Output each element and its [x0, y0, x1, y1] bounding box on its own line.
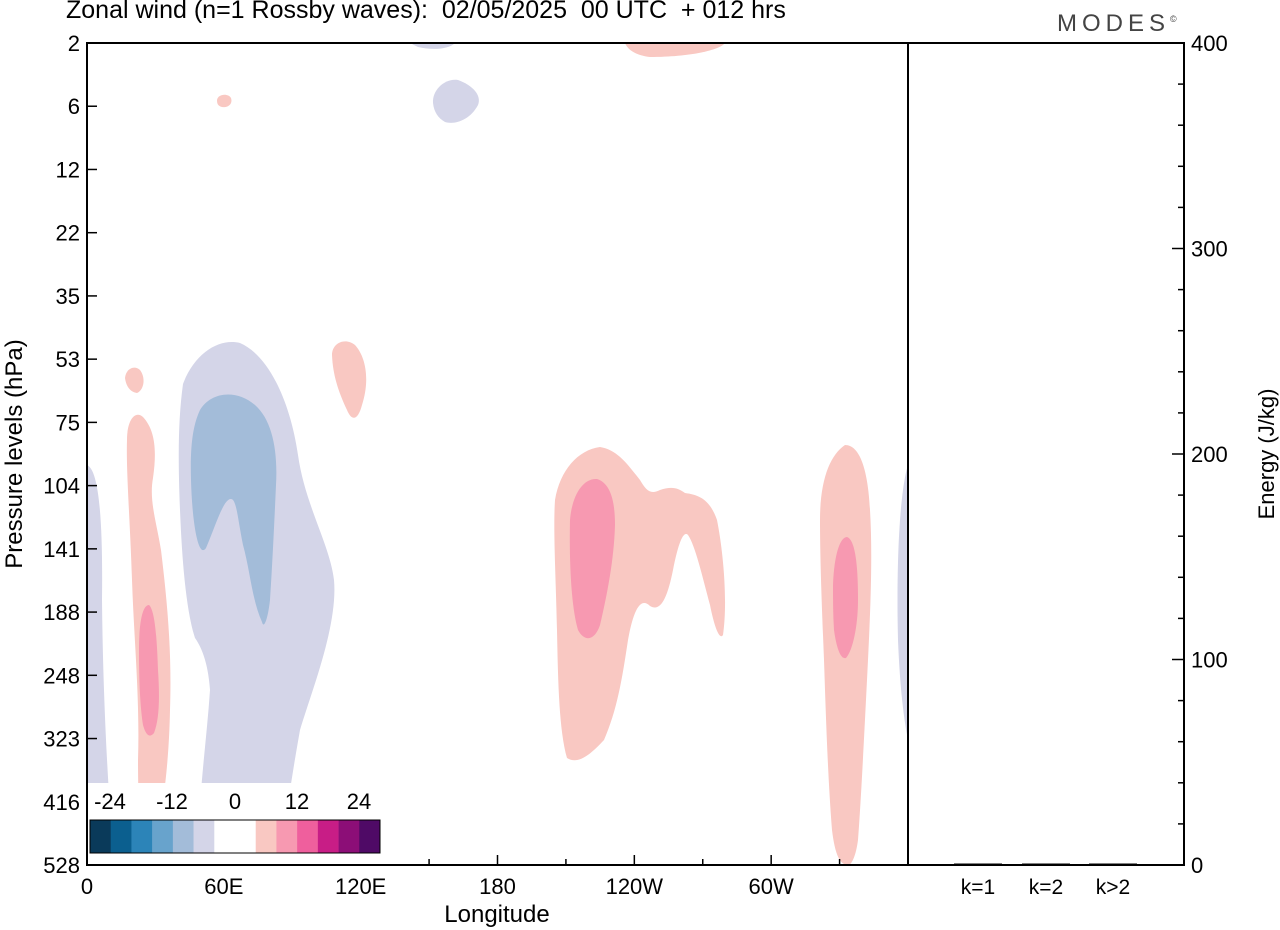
x-tick-label: 180 — [479, 874, 516, 899]
colorbar: -24 -12 0 12 24 — [88, 783, 383, 864]
y2-tick-label: 100 — [1191, 648, 1228, 673]
y2-tick-label: 200 — [1191, 442, 1228, 467]
y-tick-label: 323 — [43, 727, 80, 752]
contour-negative-moderate-core — [190, 394, 277, 625]
colorbar-cell — [359, 820, 381, 853]
colorbar-cell — [235, 820, 257, 853]
energy-bar — [1089, 863, 1137, 865]
colorbar-cell — [255, 820, 277, 853]
colorbar-cell — [193, 820, 215, 853]
y-tick-label: 416 — [43, 790, 80, 815]
contour-negative-weak-top-edge — [410, 43, 455, 49]
energy-bars — [954, 863, 1137, 865]
y-tick-label: 528 — [43, 853, 80, 878]
colorbar-cell — [110, 820, 132, 853]
brand-logo: MODES© — [1057, 10, 1177, 38]
energy-bar-label: k=1 — [961, 876, 995, 899]
energy-bar-label: k=2 — [1029, 876, 1063, 899]
contour-field — [87, 43, 908, 865]
y-tick-label: 75 — [56, 410, 80, 435]
x-axis-label: Longitude — [444, 901, 549, 928]
y-tick-label: 188 — [43, 600, 80, 625]
colorbar-cell — [152, 820, 174, 853]
contour-positive-weak-small — [125, 367, 144, 393]
energy-bar — [1022, 863, 1070, 865]
y-axis-pressure: 2 6 12 22 35 53 75 104 141 188 248 323 416 528 — [43, 31, 97, 878]
colorbar-frame — [89, 819, 381, 854]
y-tick-label: 12 — [56, 157, 80, 182]
contour-positive-moderate-central — [569, 478, 615, 639]
brand-name: MODES — [1057, 10, 1171, 37]
contour-positive-moderate-south — [139, 605, 159, 736]
colorbar-cell — [90, 820, 112, 853]
x-tick-label: 120E — [335, 874, 386, 899]
y2-tick-label: 300 — [1191, 237, 1228, 262]
energy-plot-frame — [907, 42, 1185, 866]
energy-bar-labels: k=1 k=2 k>2 — [961, 876, 1130, 899]
y-axis-label: Pressure levels (hPa) — [1, 339, 28, 568]
y-tick-label: 35 — [56, 284, 80, 309]
y-tick-label: 248 — [43, 663, 80, 688]
x-tick-label: 0 — [81, 874, 93, 899]
contour-positive-weak-upper-dot — [217, 94, 232, 108]
energy-bar — [954, 863, 1002, 865]
y-tick-label: 22 — [56, 221, 80, 246]
y-tick-label: 53 — [56, 347, 80, 372]
y2-tick-label: 400 — [1191, 31, 1228, 56]
colorbar-label: 0 — [229, 789, 241, 814]
colorbar-label: 12 — [285, 789, 309, 814]
brand-mark: © — [1170, 14, 1177, 24]
contour-positive-weak-isolated — [332, 341, 367, 418]
colorbar-cell — [276, 820, 298, 853]
y-tick-label: 2 — [68, 31, 80, 56]
colorbar-label: -12 — [156, 789, 188, 814]
colorbar-cell — [317, 820, 339, 853]
x-tick-label: 120W — [606, 874, 664, 899]
y-tick-label: 141 — [43, 537, 80, 562]
x-tick-label: 60W — [749, 874, 794, 899]
energy-bar-label: k>2 — [1096, 876, 1130, 899]
colorbar-label: -24 — [94, 789, 126, 814]
colorbar-cell — [338, 820, 360, 853]
y-axis-energy: 0 100 200 300 400 — [1172, 31, 1228, 878]
colorbar-cell — [131, 820, 153, 853]
contour-positive-moderate-east — [833, 537, 858, 659]
y2-tick-label: 0 — [1191, 853, 1203, 878]
y2-axis-label: Energy (J/kg) — [1254, 389, 1279, 520]
contour-negative-weak-upper — [432, 79, 479, 123]
x-axis: 0 60E 120E 180 120W 60W — [81, 855, 909, 899]
contour-positive-weak-top — [625, 43, 725, 57]
chart-title: Zonal wind (n=1 Rossby waves): 02/05/202… — [66, 0, 786, 24]
colorbar-cell — [172, 820, 194, 853]
contour-negative-weak-east-edge — [897, 465, 908, 740]
colorbar-label: 24 — [347, 789, 371, 814]
colorbar-cell — [297, 820, 319, 853]
x-tick-label: 60E — [204, 874, 243, 899]
colorbar-cell — [214, 820, 236, 853]
contour-negative-weak-west-edge — [87, 465, 114, 865]
y-tick-label: 6 — [68, 94, 80, 119]
y-tick-label: 104 — [43, 474, 80, 499]
